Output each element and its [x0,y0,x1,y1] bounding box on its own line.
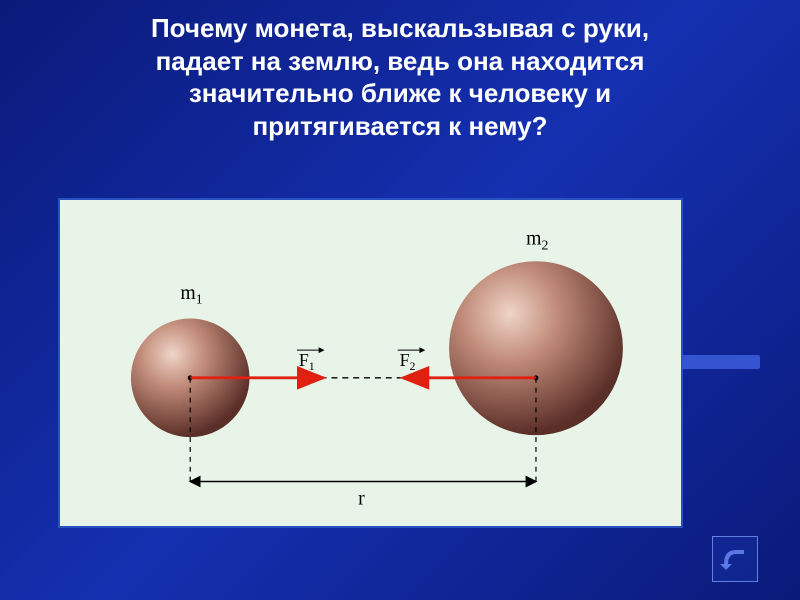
force-2-label: F2 [400,350,416,373]
force-2-vector-bar-tip [419,347,425,353]
physics-diagram: m1 m2 F1 F2 r [58,198,683,528]
decorative-bar [682,355,760,369]
title-line-2: падает на землю, ведь она находится [156,46,645,76]
title-line-3: значительно ближе к человеку и [189,78,611,108]
mass-1-label: m1 [180,282,202,307]
distance-label: r [358,487,365,509]
mass-2-label: m2 [526,227,548,252]
title-line-4: притягивается к нему? [252,111,547,141]
title-line-1: Почему монета, выскальзывая с руки, [151,13,649,43]
force-1-label: F1 [299,350,315,373]
force-1-vector-bar-tip [319,347,325,353]
diagram-svg: m1 m2 F1 F2 r [60,200,681,526]
return-arrow-icon [718,542,752,576]
return-button[interactable] [712,536,758,582]
slide-title: Почему монета, выскальзывая с руки, пада… [0,0,800,142]
